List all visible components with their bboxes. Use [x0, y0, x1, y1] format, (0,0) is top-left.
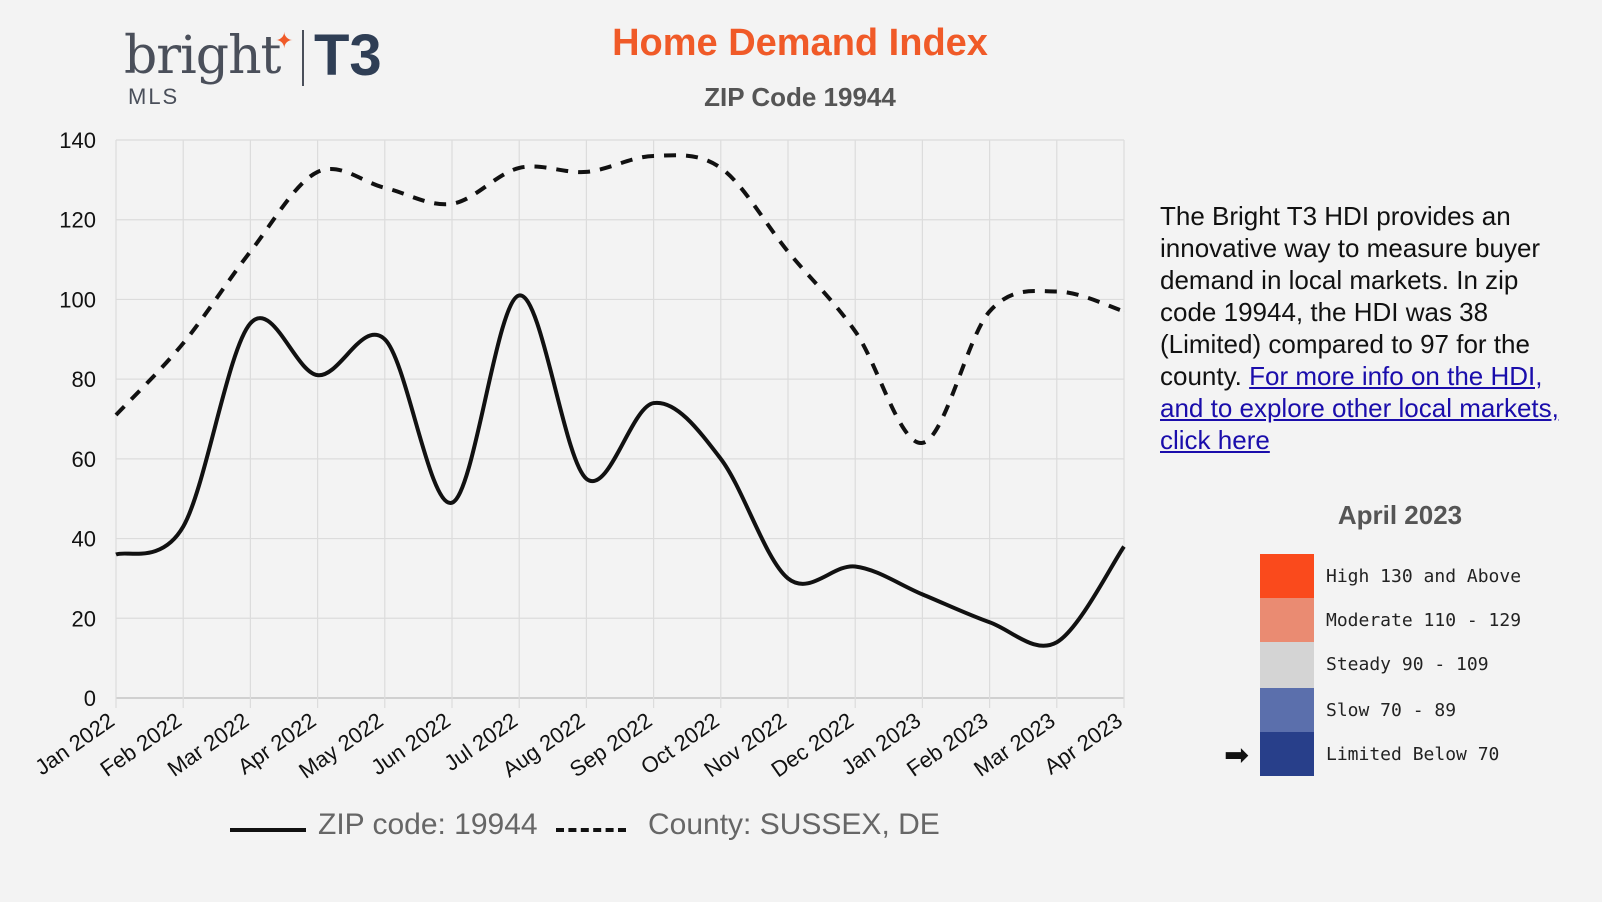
y-tick-label-5: 100	[59, 287, 96, 312]
y-tick-label-2: 40	[72, 527, 96, 552]
description-text: The Bright T3 HDI provides an innovative…	[1160, 201, 1541, 391]
legend-level-label-2: Steady 90 - 109	[1326, 654, 1489, 675]
chart-subtitle: ZIP Code 19944	[704, 82, 896, 112]
demand-level-legend: April 2023 High 130 and Above Moderate 11…	[1180, 500, 1580, 800]
legend-zip-label: ZIP code: 19944	[318, 808, 538, 841]
chart-title: Home Demand Index	[612, 22, 988, 64]
hdi-info-link[interactable]: For more info on the HDI, and to explore…	[1160, 361, 1559, 455]
series-line-1	[114, 153, 1125, 445]
right-arrow-icon: ➡	[1224, 739, 1250, 772]
logo-spark-icon: ✦	[275, 28, 294, 53]
legend-title: April 2023	[1337, 500, 1463, 530]
y-axis-ticks: 0 20 40 60 80 100 120 140	[59, 128, 96, 711]
logo-mls-text: MLS	[128, 84, 180, 109]
y-tick-label-6: 120	[59, 208, 96, 233]
y-tick-label-1: 20	[72, 606, 96, 631]
logo-bright-text: bright	[124, 26, 281, 86]
y-tick-label-7: 140	[59, 128, 96, 153]
y-tick-label-3: 60	[72, 447, 96, 472]
description-panel: The Bright T3 HDI provides an innovative…	[1160, 200, 1580, 456]
legend-level-label-1: Moderate 110 - 129	[1326, 610, 1522, 631]
logo-t3-text: T3	[314, 23, 382, 88]
legend-swatch-4	[1260, 732, 1314, 776]
legend-swatch-0	[1260, 554, 1314, 598]
legend-level-label-3: Slow 70 - 89	[1326, 700, 1457, 721]
series-legend: ZIP code: 19944 County: SUSSEX, DE	[230, 808, 990, 848]
series-lines	[114, 153, 1126, 648]
series-line-0	[115, 293, 1126, 648]
chart-grid	[115, 139, 1125, 708]
y-tick-label-4: 80	[72, 367, 96, 392]
legend-swatch-1	[1260, 598, 1314, 642]
legend-level-label-0: High 130 and Above	[1326, 566, 1522, 587]
legend-swatch-3	[1260, 688, 1314, 732]
solid-line-sample	[230, 828, 306, 832]
bright-t3-logo: bright ✦ MLS T3	[120, 22, 400, 112]
legend-county-label: County: SUSSEX, DE	[648, 808, 940, 841]
legend-level-label-4: Limited Below 70	[1326, 744, 1500, 765]
dashed-line-sample	[556, 828, 626, 832]
logo-divider	[302, 30, 304, 86]
legend-swatch-2	[1260, 642, 1314, 688]
y-tick-label-0: 0	[84, 686, 96, 711]
